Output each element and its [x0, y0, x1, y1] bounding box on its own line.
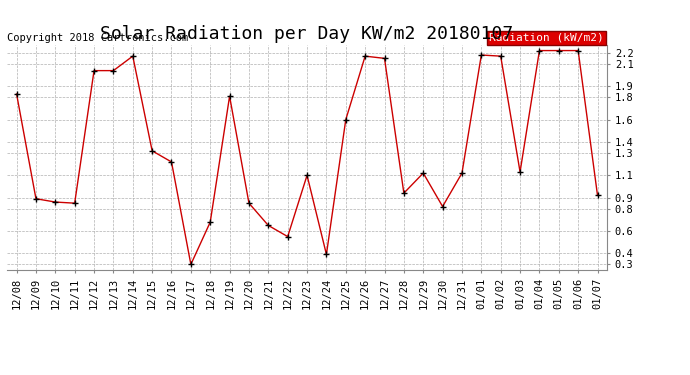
Text: Copyright 2018 Cartronics.com: Copyright 2018 Cartronics.com [7, 33, 188, 43]
Title: Solar Radiation per Day KW/m2 20180107: Solar Radiation per Day KW/m2 20180107 [101, 26, 513, 44]
Text: Radiation (kW/m2): Radiation (kW/m2) [489, 33, 604, 43]
